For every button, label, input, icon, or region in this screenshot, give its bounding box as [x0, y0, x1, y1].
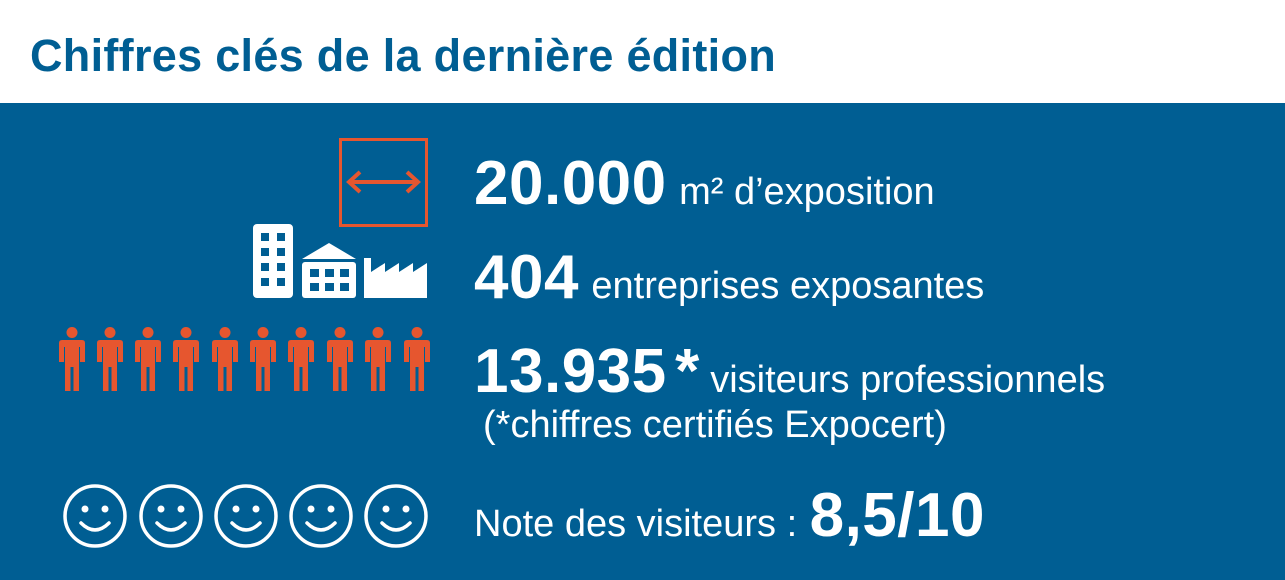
- person-icon: [212, 327, 238, 391]
- stat-visitors-value: 13.935: [474, 337, 667, 406]
- smiley-icon: [214, 484, 278, 548]
- stat-visitors: 13.935 * visiteurs professionnels: [474, 336, 1105, 407]
- person-icon: [365, 327, 391, 391]
- stat-area-label: m² d’exposition: [679, 171, 935, 213]
- stat-rating-value: 8,5/10: [809, 481, 985, 550]
- stat-visitors-note: (*chiffres certifiés Expocert): [483, 404, 947, 446]
- person-icon: [327, 327, 353, 391]
- person-icon: [135, 327, 161, 391]
- person-icon: [250, 327, 276, 391]
- stat-exhibitors-label: entreprises exposantes: [591, 265, 985, 307]
- person-icon: [404, 327, 430, 391]
- stat-area: 20.000 m² d’exposition: [474, 148, 935, 219]
- smiley-icon: [63, 484, 127, 548]
- factory-icon: [364, 258, 427, 298]
- smiley-icon: [139, 484, 203, 548]
- page-title: Chiffres clés de la dernière édition: [30, 30, 777, 81]
- person-icon: [288, 327, 314, 391]
- stat-exhibitors-value: 404: [474, 243, 579, 312]
- stat-exhibitors: 404 entreprises exposantes: [474, 242, 984, 313]
- office-building-icon: [253, 224, 293, 298]
- stat-visitors-asterisk: *: [675, 337, 700, 406]
- area-arrow-icon: [339, 138, 428, 227]
- warehouse-icon: [302, 243, 356, 298]
- header: Chiffres clés de la dernière édition: [0, 0, 1285, 103]
- smiley-icon: [289, 484, 353, 548]
- person-icon: [173, 327, 199, 391]
- person-icon: [97, 327, 123, 391]
- stat-visitors-label: visiteurs professionnels: [710, 359, 1106, 401]
- stat-rating: Note des visiteurs : 8,5/10: [474, 480, 985, 551]
- smiley-icon: [364, 484, 428, 548]
- person-icon: [59, 327, 85, 391]
- stat-area-value: 20.000: [474, 149, 667, 218]
- stat-rating-label: Note des visiteurs :: [474, 503, 798, 545]
